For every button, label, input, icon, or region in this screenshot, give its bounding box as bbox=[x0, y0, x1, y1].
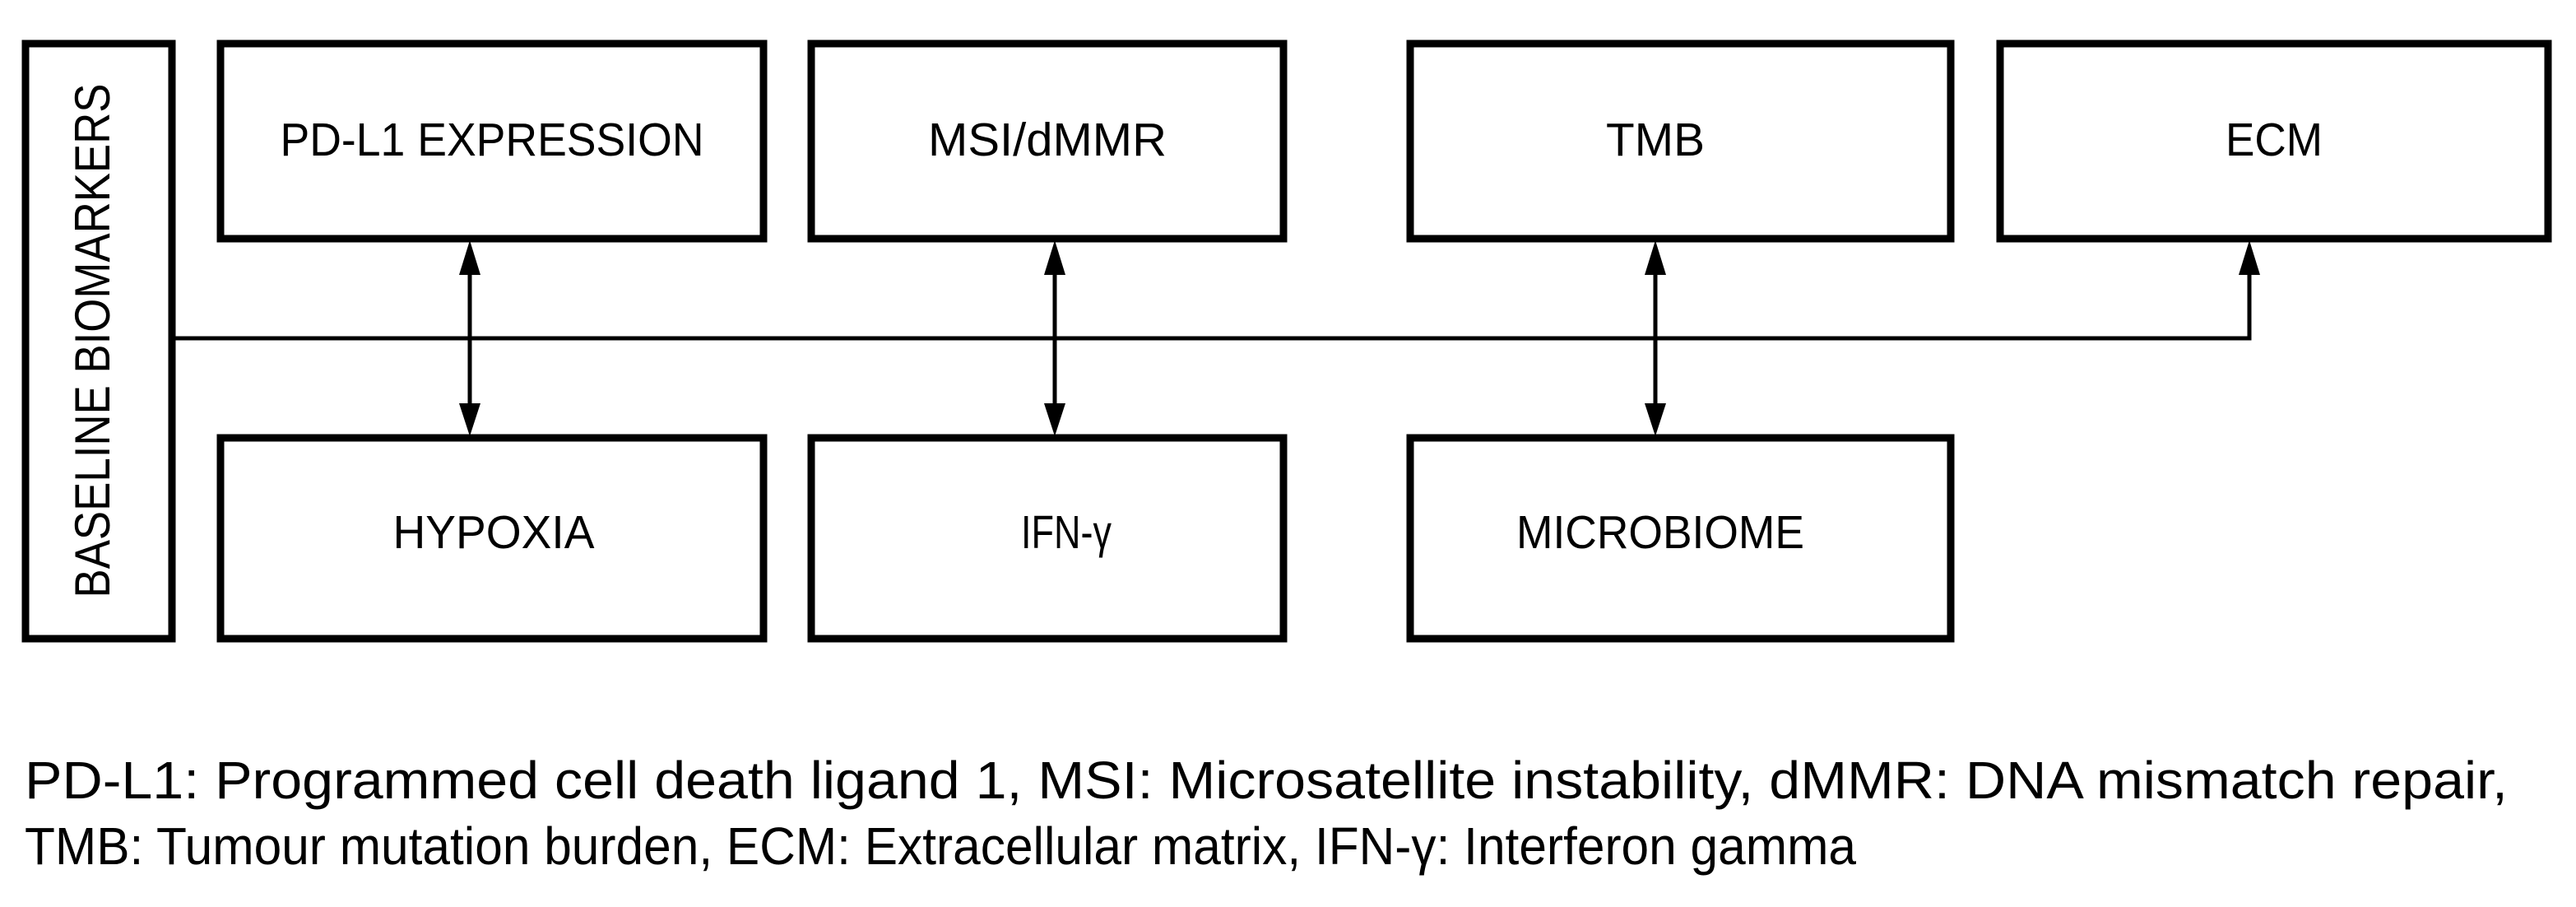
box-label: IFN-γ bbox=[1021, 506, 1112, 559]
box-label: PD-L1 EXPRESSION bbox=[281, 114, 704, 166]
box-ifn-gamma: IFN-γ bbox=[807, 434, 1288, 643]
arrowhead-down-icon bbox=[459, 403, 480, 436]
arrowhead-down-icon bbox=[1645, 403, 1666, 436]
box-microbiome: MICROBIOME bbox=[1406, 434, 1955, 643]
arrowhead-up-icon bbox=[1044, 240, 1065, 275]
baseline-biomarkers-label: BASELINE BIOMARKERS bbox=[65, 84, 120, 598]
box-label: HYPOXIA bbox=[393, 506, 595, 559]
box-label: ECM bbox=[2226, 114, 2323, 166]
caption-line-2: TMB: Tumour mutation burden, ECM: Extrac… bbox=[25, 816, 1856, 876]
box-label: MSI/dMMR bbox=[928, 114, 1167, 166]
box-msi-dmmr: MSI/dMMR bbox=[807, 40, 1288, 243]
caption-line-1: PD-L1: Programmed cell death ligand 1, M… bbox=[25, 751, 2508, 810]
connectors bbox=[172, 240, 2260, 436]
box-label: TMB bbox=[1606, 114, 1705, 166]
box-pdl1-expression: PD-L1 EXPRESSION bbox=[216, 40, 768, 243]
box-hypoxia: HYPOXIA bbox=[216, 434, 768, 643]
box-tmb: TMB bbox=[1406, 40, 1955, 243]
root-connector-line bbox=[172, 275, 2252, 341]
arrowhead-up-icon bbox=[2239, 240, 2260, 275]
arrowhead-up-icon bbox=[1645, 240, 1666, 275]
box-label: MICROBIOME bbox=[1516, 506, 1804, 559]
arrowhead-down-icon bbox=[1044, 403, 1065, 436]
box-ecm: ECM bbox=[1996, 40, 2552, 243]
arrowhead-up-icon bbox=[459, 240, 480, 275]
baseline-biomarkers-box: BASELINE BIOMARKERS bbox=[21, 40, 176, 643]
